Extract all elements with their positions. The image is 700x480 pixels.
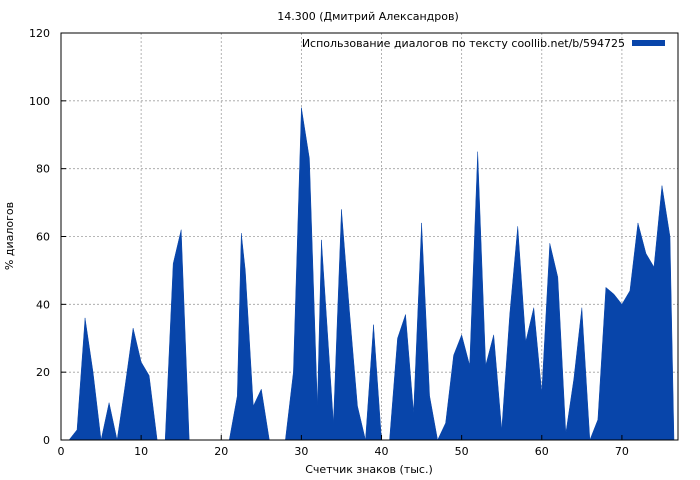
y-tick-label: 0 <box>43 434 50 447</box>
y-tick-label: 40 <box>36 298 50 311</box>
x-tick-label: 50 <box>455 445 469 458</box>
series-layer <box>68 107 675 441</box>
y-axis-label: % диалогов <box>3 202 16 270</box>
y-tick-label: 120 <box>29 27 50 40</box>
x-tick-label: 20 <box>214 445 228 458</box>
x-tick-label: 10 <box>134 445 148 458</box>
y-tick-label: 100 <box>29 95 50 108</box>
x-tick-label: 60 <box>535 445 549 458</box>
chart-title: 14.300 (Дмитрий Александров) <box>277 10 459 23</box>
y-tick-label: 80 <box>36 163 50 176</box>
x-tick-label: 70 <box>615 445 629 458</box>
legend-swatch <box>632 40 665 46</box>
x-axis-label: Счетчик знаков (тыс.) <box>305 463 433 476</box>
y-tick-label: 20 <box>36 366 50 379</box>
x-tick-label: 0 <box>58 445 65 458</box>
area-series-0 <box>68 107 675 441</box>
legend: Использование диалогов по тексту coollib… <box>302 37 665 50</box>
x-tick-label: 30 <box>294 445 308 458</box>
y-tick-label: 60 <box>36 231 50 244</box>
grid <box>61 33 678 440</box>
x-tick-label: 40 <box>375 445 389 458</box>
legend-label: Использование диалогов по тексту coollib… <box>302 37 625 50</box>
ticks: 0 10 20 30 40 50 60 70 0 20 40 60 80 100 120 <box>29 27 629 458</box>
